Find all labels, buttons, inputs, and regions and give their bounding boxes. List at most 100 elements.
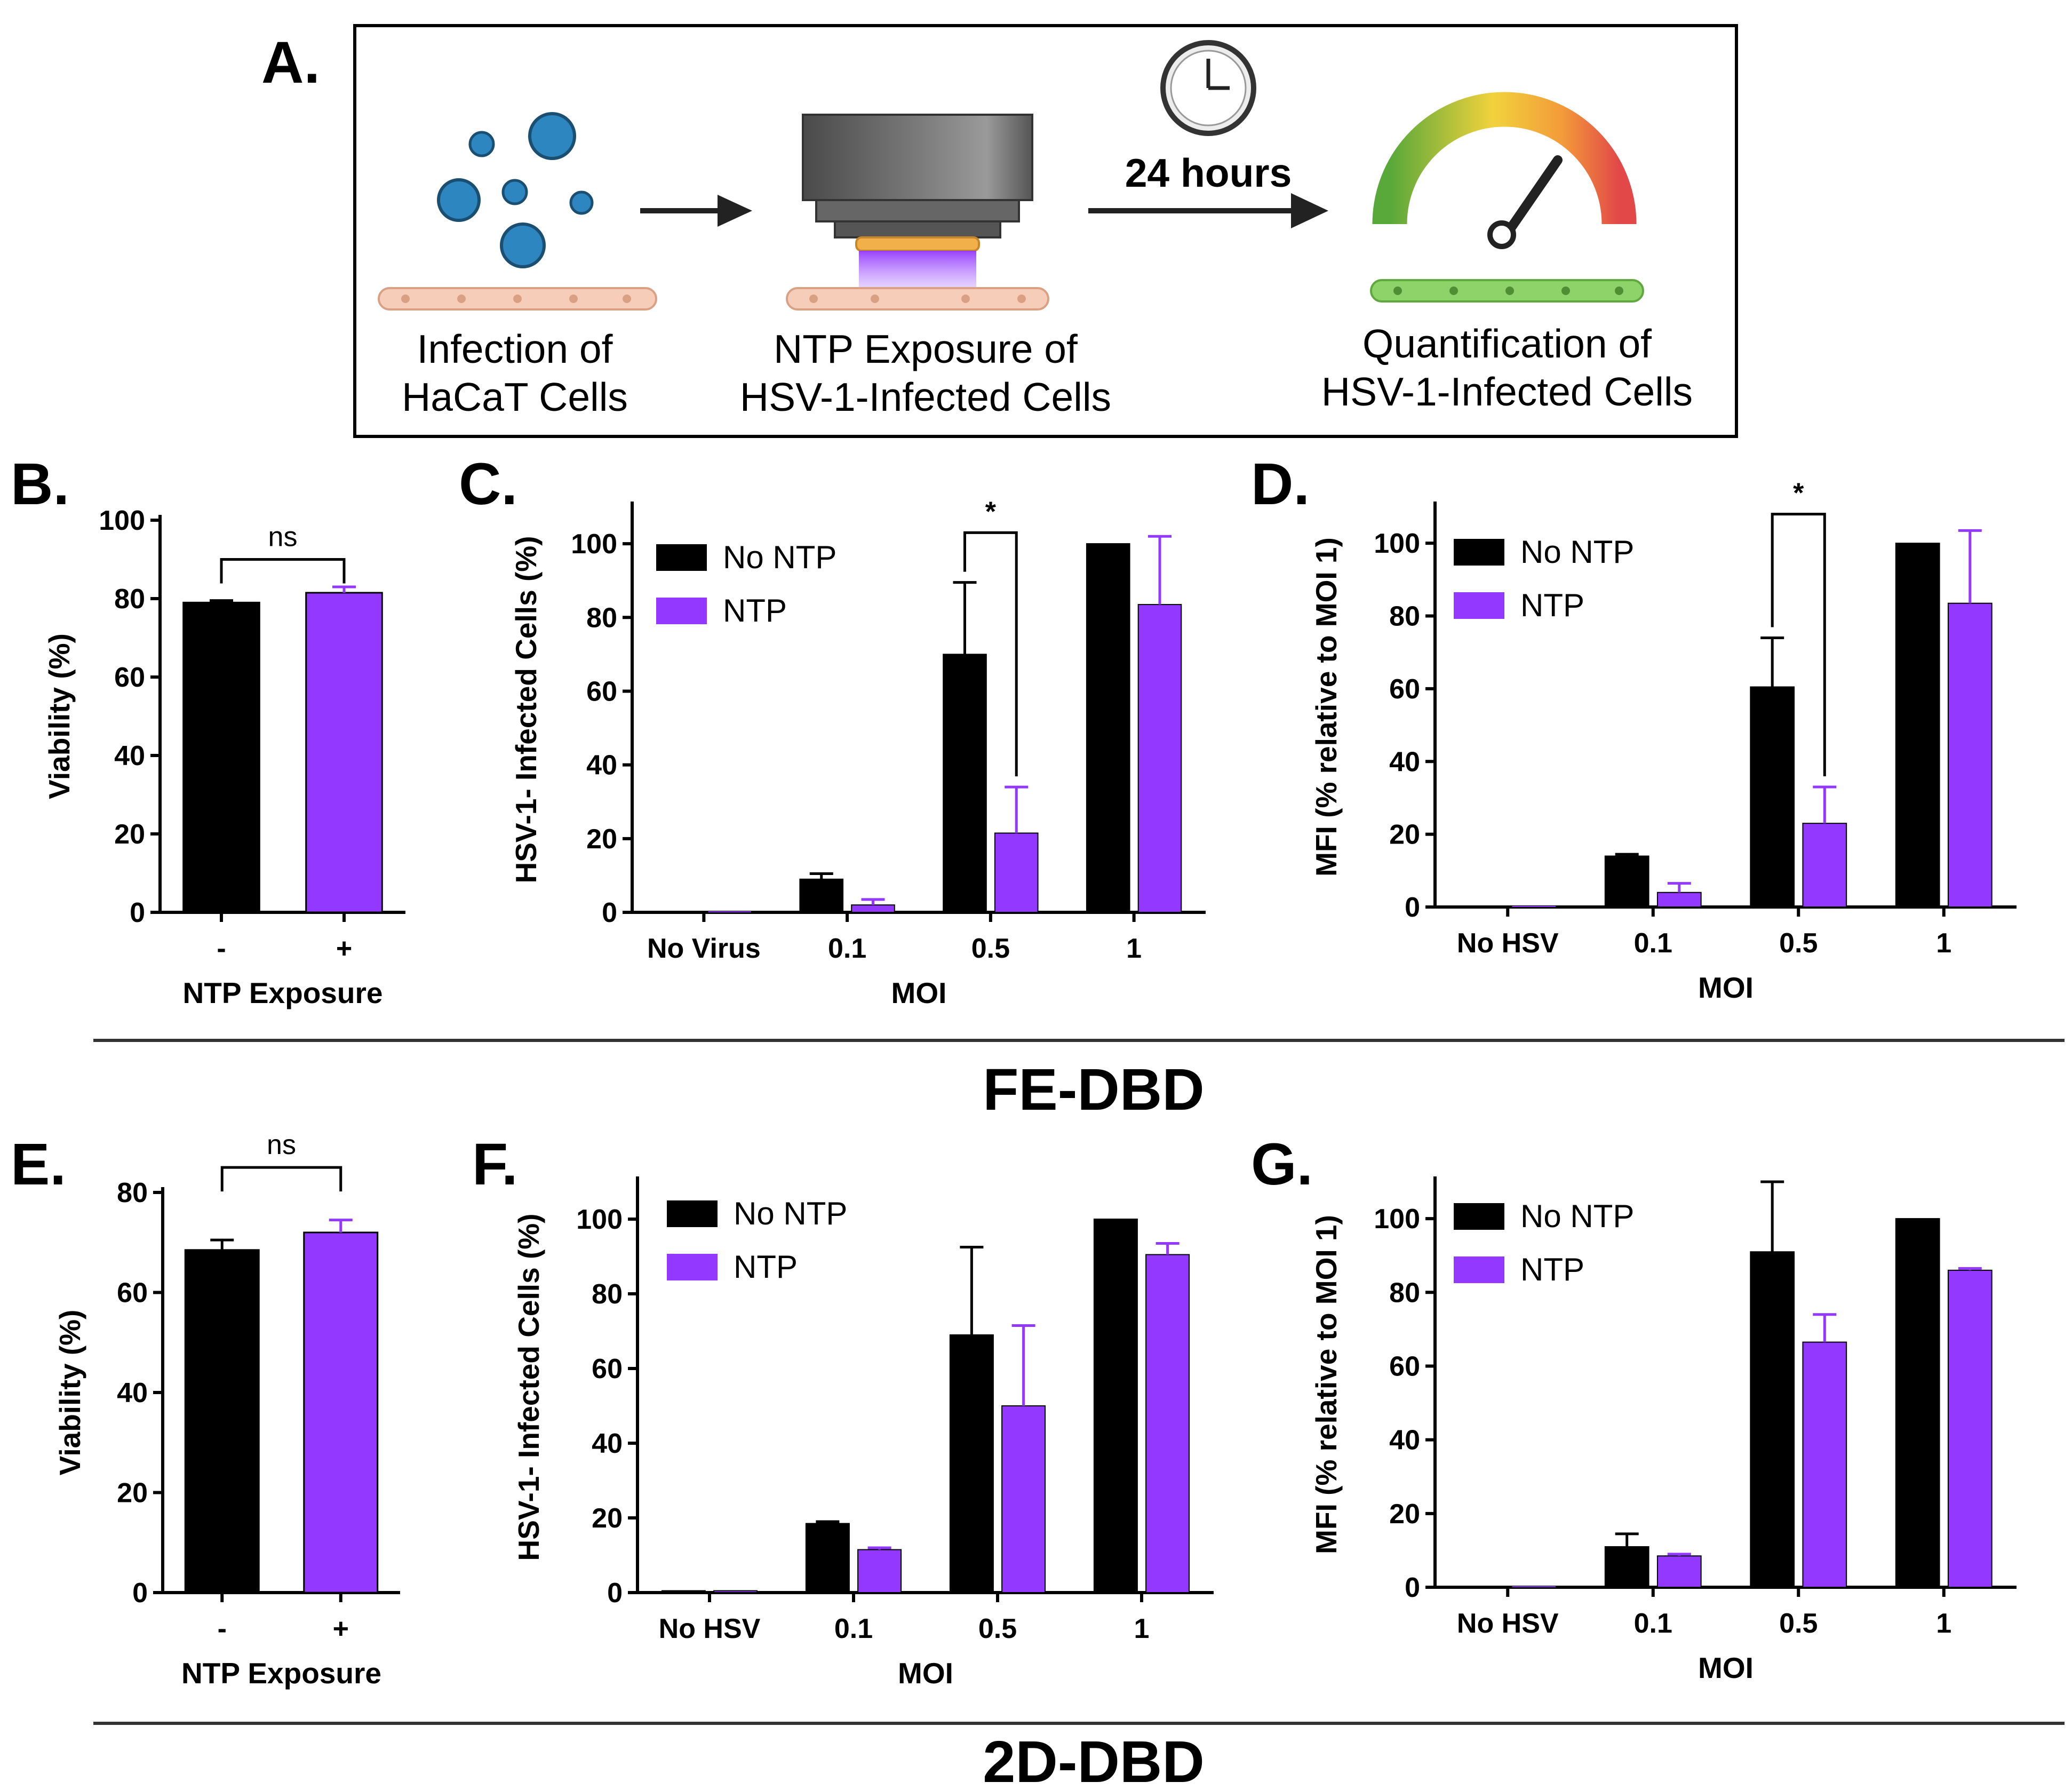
x-tick-label: 0.5 <box>1779 1608 1818 1639</box>
legend-label: No NTP <box>723 539 836 575</box>
cell-layer-infected <box>378 287 657 311</box>
x-tick-label: No HSV <box>1457 1608 1559 1639</box>
x-tick-label: - <box>217 933 226 964</box>
virus-icon <box>501 179 528 205</box>
y-tick-label: 100 <box>571 529 617 560</box>
panel-label: B. <box>11 451 69 517</box>
bar <box>1093 1219 1138 1593</box>
bar <box>708 911 752 912</box>
legend-swatch <box>667 1200 718 1227</box>
time-label: 24 hours <box>1125 150 1292 195</box>
significance-label: ns <box>268 522 298 553</box>
bar <box>851 904 895 913</box>
x-axis-title: NTP Exposure <box>183 976 383 1009</box>
virus-icon <box>468 131 495 157</box>
significance-label: * <box>1793 478 1804 509</box>
y-tick-label: 60 <box>117 1278 148 1309</box>
legend-swatch <box>667 1254 718 1280</box>
bar <box>1001 1405 1046 1593</box>
x-tick-label: 0.5 <box>978 1613 1017 1644</box>
y-tick-label: 40 <box>117 1378 148 1409</box>
y-tick-label: 60 <box>114 662 145 693</box>
x-tick-label: 0.5 <box>971 933 1010 964</box>
legend-label: NTP <box>1520 1252 1584 1287</box>
chart-c: C. 0 20 40 60 80 100 No Virus 0.1 0.5 1 MOI HSV-1- I… <box>459 451 1206 1009</box>
bar <box>661 1590 706 1593</box>
cell-layer-treated <box>786 287 1049 311</box>
virus-icon <box>500 222 546 268</box>
x-tick-label: 0.1 <box>834 1613 873 1644</box>
legend-swatch <box>1454 1256 1504 1283</box>
bar <box>1656 892 1702 908</box>
y-axis-title: MFI (% relative to MOI 1) <box>1310 537 1343 877</box>
y-tick-label: 40 <box>1389 746 1420 777</box>
clock-icon <box>1160 40 1256 136</box>
bar <box>713 1590 758 1593</box>
y-tick-label: 80 <box>1389 1277 1420 1308</box>
cell-layer-quantified <box>1370 279 1644 303</box>
x-tick-label: 0.1 <box>1634 928 1672 959</box>
y-tick-label: 20 <box>592 1503 623 1534</box>
x-axis-title: NTP Exposure <box>181 1657 381 1690</box>
significance-bracket <box>220 558 346 584</box>
bar <box>799 878 844 913</box>
x-axis-title: MOI <box>1698 1651 1754 1684</box>
y-axis-title: HSV-1- Infected Cells (%) <box>509 536 543 884</box>
bar <box>805 1523 850 1593</box>
y-tick-label: 60 <box>592 1354 623 1385</box>
bar <box>1802 823 1847 908</box>
x-tick-label: 1 <box>1936 1608 1951 1639</box>
x-tick-label: - <box>218 1613 227 1644</box>
svg-text:NTP Exposure of: NTP Exposure of <box>774 327 1078 371</box>
y-tick-label: 100 <box>576 1204 623 1235</box>
x-tick-label: 0.1 <box>1634 1608 1672 1639</box>
y-tick-label: 0 <box>130 897 145 928</box>
bar <box>303 1231 379 1594</box>
x-tick-label: No HSV <box>1457 928 1559 959</box>
chart-g: G. 0 20 40 60 80 100 No HSV 0.1 0.5 1 MOI MFI (% rel… <box>1251 1132 2017 1684</box>
panel-label: G. <box>1251 1132 1313 1197</box>
y-tick-label: 60 <box>1389 674 1420 705</box>
y-tick-label: 20 <box>114 819 145 850</box>
svg-text:HaCaT Cells: HaCaT Cells <box>402 375 628 419</box>
x-tick-label: No HSV <box>659 1613 761 1644</box>
bar <box>1604 855 1649 908</box>
bar <box>1460 906 1504 907</box>
y-tick-label: 40 <box>1389 1425 1420 1456</box>
bar <box>1145 1254 1190 1593</box>
y-tick-label: 100 <box>1374 528 1420 559</box>
legend-label: NTP <box>723 593 787 629</box>
legend-swatch <box>656 544 707 571</box>
panel-label: E. <box>11 1132 66 1197</box>
virus-icon <box>437 178 481 222</box>
y-tick-label: 0 <box>607 1578 623 1609</box>
bar <box>943 654 987 913</box>
y-tick-label: 40 <box>586 750 617 781</box>
virus-illustration <box>437 112 594 268</box>
y-tick-label: 80 <box>586 602 617 633</box>
section-label-fe: FE-DBD <box>983 1057 1205 1123</box>
bar <box>305 592 383 913</box>
step1-caption: Infection of HaCaT Cells <box>402 327 628 419</box>
bar <box>1460 1586 1504 1587</box>
bar <box>1512 1586 1556 1587</box>
y-tick-label: 0 <box>1405 1572 1420 1603</box>
legend-swatch <box>1454 592 1504 619</box>
y-axis-title: MFI (% relative to MOI 1) <box>1310 1215 1343 1554</box>
legend-swatch <box>1454 1203 1504 1230</box>
x-tick-label: 0.5 <box>1779 928 1818 959</box>
arrow-icon <box>1088 193 1328 228</box>
panel-a: A. Infection of HaCaT Cells <box>261 24 1738 438</box>
gauge-icon <box>1372 92 1637 249</box>
significance-bracket <box>1771 513 1826 776</box>
x-axis-title: MOI <box>1698 971 1754 1004</box>
legend-swatch <box>656 598 707 624</box>
bar <box>1895 543 1940 908</box>
chart-b: B. 0 20 40 60 80 100 - + NTP Exposure Viability (%… <box>11 451 405 1009</box>
arrow-icon <box>640 195 752 227</box>
bar <box>1086 543 1130 913</box>
x-axis-title: MOI <box>891 976 947 1009</box>
svg-text:Quantification of: Quantification of <box>1362 321 1652 366</box>
x-tick-label: 1 <box>1936 928 1951 959</box>
y-tick-label: 80 <box>1389 601 1420 632</box>
